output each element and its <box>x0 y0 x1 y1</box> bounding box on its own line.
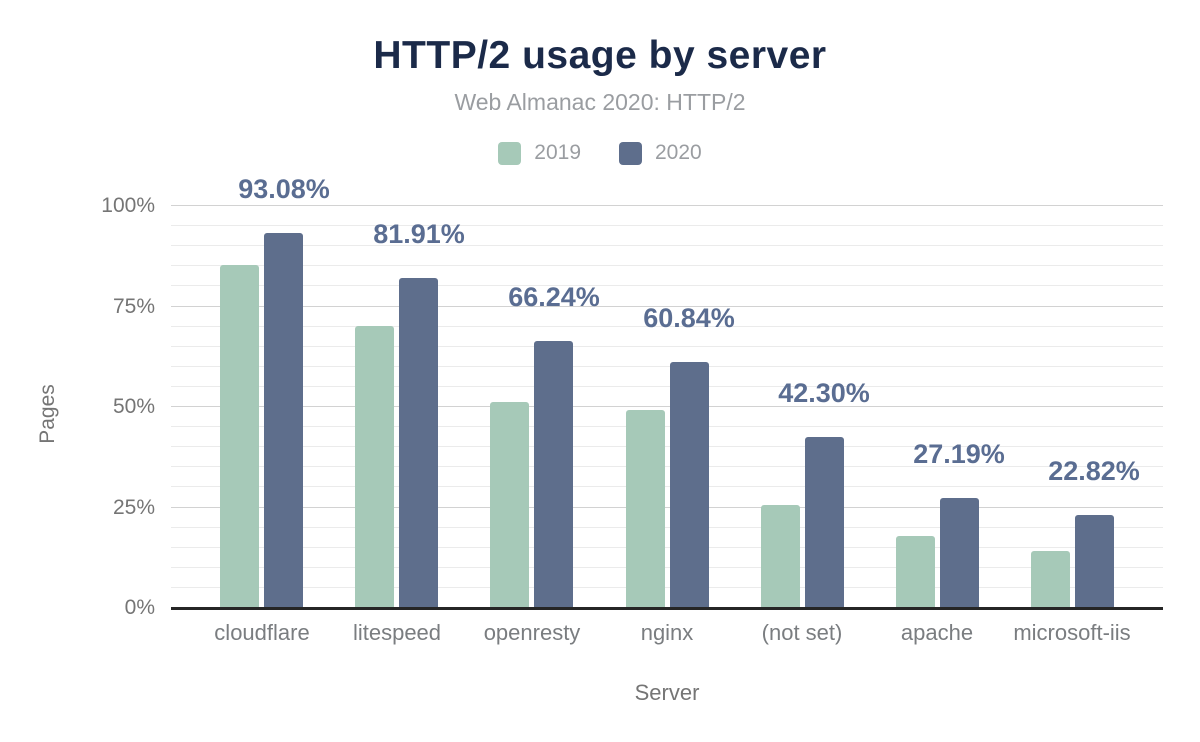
value-label-(not set): 42.30% <box>778 378 870 408</box>
minor-gridline <box>171 285 1163 286</box>
y-tick-label: 25% <box>112 496 155 519</box>
minor-gridline <box>171 245 1163 246</box>
y-tick-label: 75% <box>112 295 155 318</box>
legend-swatch-icon <box>498 141 522 165</box>
bar-2020-apache[interactable] <box>940 498 979 607</box>
minor-gridline <box>171 326 1163 327</box>
x-tick-label-openresty: openresty <box>483 620 581 645</box>
minor-gridline <box>171 446 1163 447</box>
x-tick-label-litespeed: litespeed <box>352 620 442 645</box>
value-label-apache: 27.19% <box>913 439 1005 469</box>
chart-title: HTTP/2 usage by server <box>373 34 827 77</box>
minor-gridline <box>171 567 1163 568</box>
x-tick-label-microsoft-iis: microsoft-iis <box>1013 620 1131 645</box>
legend-item-2019: 2019 <box>498 141 581 165</box>
value-label-cloudflare: 93.08% <box>238 174 330 204</box>
bar-2020-openresty[interactable] <box>534 341 573 607</box>
x-axis-title: Server <box>634 680 700 705</box>
y-tick-label: 0% <box>124 596 155 619</box>
minor-gridline <box>171 346 1163 347</box>
bar-2019-nginx[interactable] <box>626 410 665 607</box>
minor-gridline <box>171 466 1163 467</box>
legend-label: 2020 <box>655 141 702 164</box>
legend-label: 2019 <box>534 141 581 164</box>
minor-gridline <box>171 527 1163 528</box>
y-tick-label: 100% <box>101 194 155 217</box>
major-gridline <box>171 507 1163 508</box>
minor-gridline <box>171 265 1163 266</box>
major-gridline <box>171 306 1163 307</box>
legend-item-2020: 2020 <box>619 141 702 165</box>
bar-2019-(not set)[interactable] <box>761 505 800 607</box>
minor-gridline <box>171 366 1163 367</box>
legend-swatch-icon <box>619 141 642 165</box>
minor-gridline <box>171 587 1163 588</box>
value-label-openresty: 66.24% <box>508 282 600 312</box>
bar-2019-apache[interactable] <box>896 536 935 607</box>
bar-2020-(not set)[interactable] <box>805 437 844 607</box>
x-tick-label-cloudflare: cloudflare <box>214 620 310 645</box>
bar-2020-microsoft-iis[interactable] <box>1075 515 1114 607</box>
y-tick-label: 50% <box>112 395 155 418</box>
bar-2019-openresty[interactable] <box>490 402 529 607</box>
value-label-litespeed: 81.91% <box>373 219 465 249</box>
value-label-nginx: 60.84% <box>643 303 735 333</box>
major-gridline <box>171 205 1163 206</box>
minor-gridline <box>171 426 1163 427</box>
x-tick-label-(not set): (not set) <box>761 620 843 645</box>
bar-2019-microsoft-iis[interactable] <box>1031 551 1070 607</box>
bar-2020-litespeed[interactable] <box>399 278 438 607</box>
minor-gridline <box>171 547 1163 548</box>
bar-2019-cloudflare[interactable] <box>220 265 259 607</box>
legend: 2019 2020 <box>0 141 1200 165</box>
value-label-microsoft-iis: 22.82% <box>1048 456 1140 486</box>
chart-subtitle: Web Almanac 2020: HTTP/2 <box>454 89 746 115</box>
major-gridline <box>171 406 1163 407</box>
x-tick-label-nginx: nginx <box>640 620 694 645</box>
minor-gridline <box>171 386 1163 387</box>
bar-2020-nginx[interactable] <box>670 362 709 607</box>
minor-gridline <box>171 225 1163 226</box>
bar-2020-cloudflare[interactable] <box>264 233 303 607</box>
minor-gridline <box>171 486 1163 487</box>
x-tick-label-apache: apache <box>900 620 974 645</box>
bar-2019-litespeed[interactable] <box>355 326 394 607</box>
x-axis-line <box>171 607 1163 610</box>
